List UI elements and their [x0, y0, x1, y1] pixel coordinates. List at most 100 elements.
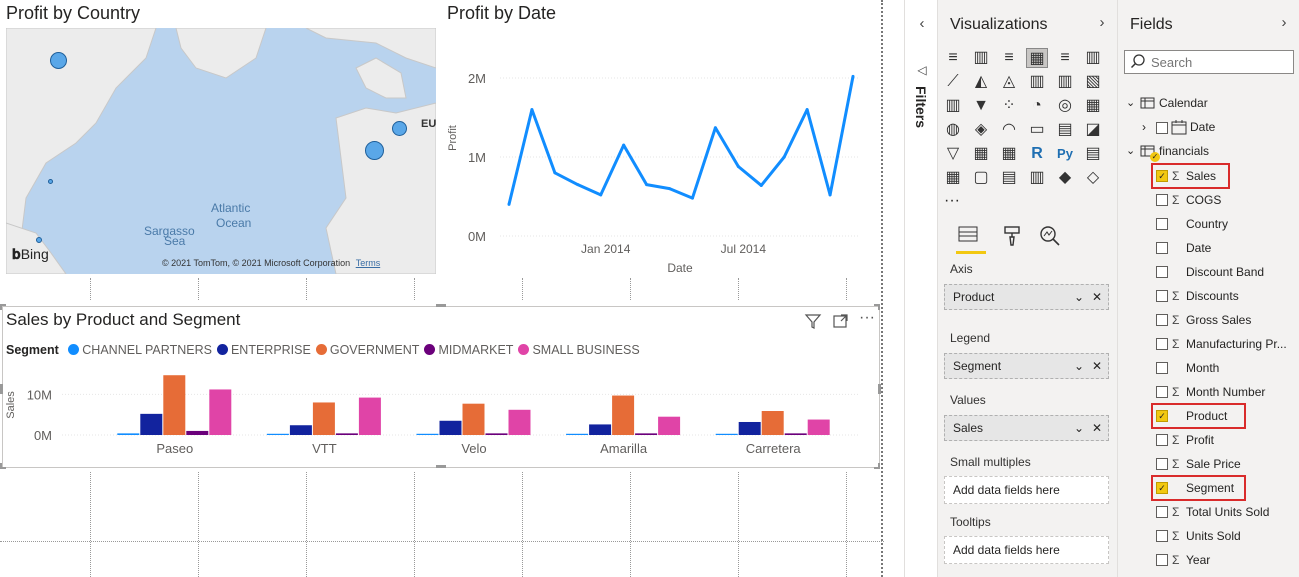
field-product[interactable]: ✓ Product	[1156, 406, 1296, 426]
bar-enterprise[interactable]	[140, 413, 163, 435]
map-icon[interactable]: ◍	[946, 121, 960, 138]
profit-point[interactable]	[828, 193, 832, 197]
multi-row-card-icon[interactable]: ▤	[1057, 121, 1073, 138]
field-date[interactable]: Date	[1156, 238, 1296, 258]
field-checkbox[interactable]: ✓	[1156, 169, 1168, 182]
field-checkbox[interactable]	[1156, 505, 1168, 518]
r-visual-icon[interactable]: R	[1031, 145, 1043, 162]
line-chart-icon[interactable]: ⟋	[947, 73, 959, 90]
search-box[interactable]	[1124, 50, 1294, 74]
card-icon[interactable]: ▭	[1029, 121, 1045, 138]
funnel-chart-icon[interactable]: ▼	[973, 97, 989, 114]
legend-item[interactable]: GOVERNMENT	[315, 343, 419, 357]
profit-point[interactable]	[599, 193, 603, 197]
map-bubble-us[interactable]	[48, 179, 53, 184]
field-checkbox[interactable]: ✓	[1156, 409, 1168, 422]
profit-point[interactable]	[507, 202, 511, 206]
kpi-icon[interactable]: ◪	[1085, 121, 1101, 138]
filter-icon[interactable]	[804, 312, 822, 330]
resize-handle-bl[interactable]	[0, 463, 6, 469]
field-checkbox[interactable]	[1156, 529, 1168, 542]
legend-item[interactable]: ENTERPRISE	[216, 343, 311, 357]
bar-channel-partners[interactable]	[117, 433, 140, 435]
bar-channel-partners[interactable]	[566, 433, 589, 435]
values-remove-icon[interactable]: ✕	[1091, 421, 1102, 435]
map-visual[interactable]: Atlantic Ocean Sargasso Sea EU 𝐛Bing © 2…	[6, 28, 436, 274]
field-checkbox[interactable]	[1156, 385, 1168, 398]
bar-government[interactable]	[163, 375, 186, 435]
field-total-units-sold[interactable]: Σ Total Units Sold	[1156, 502, 1296, 522]
resize-handle-left[interactable]	[0, 384, 3, 394]
field-discount-band[interactable]: Discount Band	[1156, 262, 1296, 282]
calendar-date-checkbox[interactable]	[1156, 121, 1172, 135]
bar-small-business[interactable]	[807, 419, 830, 435]
table-visual-icon[interactable]: ▦	[973, 145, 989, 162]
axis-well[interactable]: Product ⌄ ✕	[944, 284, 1109, 310]
slicer-icon[interactable]: ▽	[946, 145, 960, 162]
tooltips-well[interactable]: Add data fields here	[944, 536, 1109, 564]
100-stacked-bar-icon[interactable]: ≡	[1060, 49, 1070, 66]
legend-remove-icon[interactable]: ✕	[1091, 359, 1102, 373]
profit-point[interactable]	[759, 183, 763, 187]
bar-midmarket[interactable]	[635, 433, 658, 435]
analytics-magnifier-icon[interactable]	[1038, 224, 1062, 251]
more-options-icon[interactable]: ···	[859, 309, 875, 326]
field-checkbox[interactable]	[1156, 433, 1168, 446]
resize-handle-top[interactable]	[436, 304, 446, 307]
profit-point[interactable]	[576, 183, 580, 187]
field-checkbox[interactable]	[1156, 289, 1168, 302]
profit-point[interactable]	[530, 108, 534, 112]
bar-channel-partners[interactable]	[715, 433, 738, 435]
field-cogs[interactable]: Σ COGS	[1156, 190, 1296, 210]
stacked-column-chart-icon[interactable]: ▥	[973, 49, 989, 66]
field-checkbox[interactable]	[1156, 457, 1168, 470]
map-bubble-mexico[interactable]	[36, 237, 42, 243]
format-paint-roller-icon[interactable]	[1000, 224, 1024, 251]
bar-enterprise[interactable]	[439, 420, 462, 435]
filters-label[interactable]: Filters	[913, 86, 929, 129]
donut-chart-icon[interactable]: ◎	[1058, 97, 1072, 114]
line-chart[interactable]: 0M 1M 2M Jan 2014 Jul 2014 Date Profit	[440, 28, 880, 278]
field-month[interactable]: Month	[1156, 358, 1296, 378]
area-chart-icon[interactable]: ◭	[974, 73, 988, 90]
bar-enterprise[interactable]	[589, 424, 612, 435]
table-name-financials[interactable]: financials	[1159, 144, 1210, 158]
filled-map-icon[interactable]: ◈	[974, 121, 988, 138]
field-checkbox[interactable]	[1156, 217, 1168, 230]
power-apps-icon[interactable]: ◇	[1086, 169, 1100, 186]
collapse-chevron-icon[interactable]: ‹	[919, 15, 925, 32]
resize-handle-br[interactable]	[874, 463, 880, 469]
bar-enterprise[interactable]	[289, 425, 312, 435]
field-discounts[interactable]: Σ Discounts	[1156, 286, 1296, 306]
bar-small-business[interactable]	[358, 397, 381, 435]
legend-item[interactable]: SMALL BUSINESS	[518, 343, 640, 357]
resize-handle-right[interactable]	[878, 384, 881, 394]
smart-narrative-icon[interactable]: ▤	[1001, 169, 1017, 186]
qa-icon[interactable]: ▢	[973, 169, 989, 186]
field-manufacturing-pr[interactable]: Σ Manufacturing Pr...	[1156, 334, 1296, 354]
profit-point[interactable]	[690, 196, 694, 200]
bar-midmarket[interactable]	[186, 430, 209, 435]
matrix-icon[interactable]: ▦	[1001, 145, 1017, 162]
axis-chevron-icon[interactable]: ⌄	[1073, 290, 1084, 304]
key-influencers-icon[interactable]: ▤	[1085, 145, 1101, 162]
resize-handle-bottom[interactable]	[436, 465, 446, 468]
legend-well[interactable]: Segment ⌄ ✕	[944, 353, 1109, 379]
bar-channel-partners[interactable]	[266, 433, 289, 435]
small-multiples-well[interactable]: Add data fields here	[944, 476, 1109, 504]
legend-item[interactable]: CHANNEL PARTNERS	[68, 343, 212, 357]
field-checkbox[interactable]	[1156, 193, 1168, 206]
profit-line-series[interactable]	[507, 76, 855, 205]
calendar-collapse-icon[interactable]: ⌄	[1126, 97, 1136, 109]
field-sale-price[interactable]: Σ Sale Price	[1156, 454, 1296, 474]
bar-midmarket[interactable]	[335, 433, 358, 435]
decomposition-tree-icon[interactable]: ▦	[945, 169, 961, 186]
axis-remove-icon[interactable]: ✕	[1091, 290, 1102, 304]
bar-government[interactable]	[312, 402, 335, 435]
100-stacked-column-icon[interactable]: ▥	[1085, 49, 1101, 66]
profit-point[interactable]	[553, 171, 557, 175]
fields-expand-chevron-icon[interactable]: ›	[1281, 14, 1287, 31]
field-checkbox[interactable]	[1156, 241, 1168, 254]
field-profit[interactable]: Σ Profit	[1156, 430, 1296, 450]
legend-chevron-icon[interactable]: ⌄	[1073, 359, 1084, 373]
